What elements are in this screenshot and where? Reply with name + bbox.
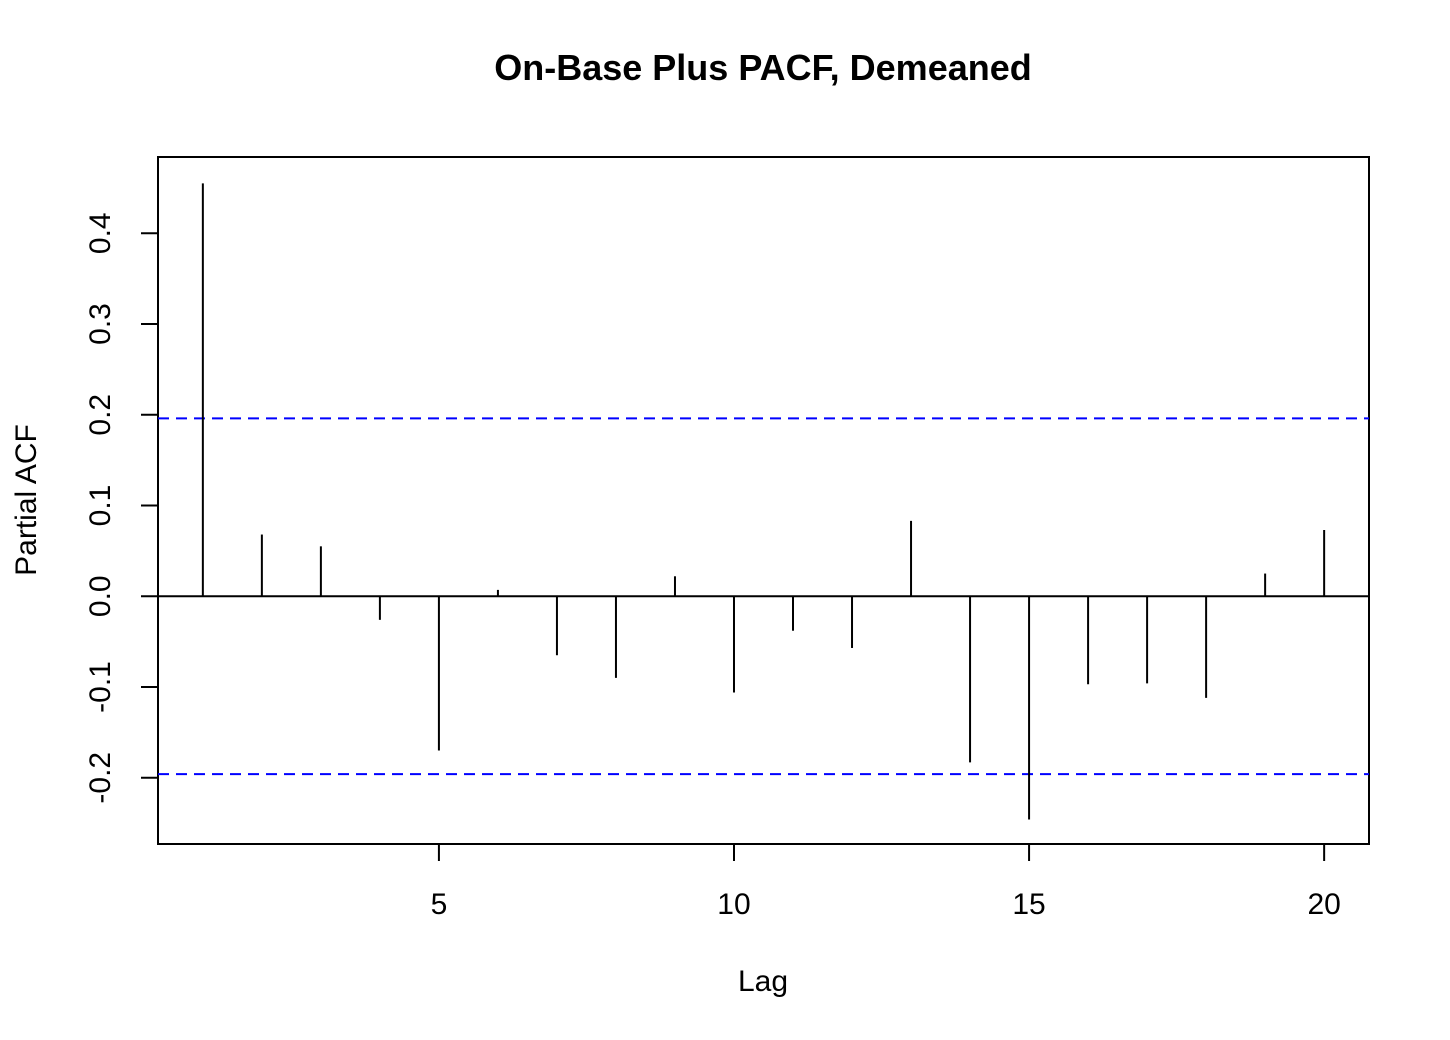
- confidence-bounds: [158, 417, 1369, 776]
- y-tick-label-0.2: 0.2: [84, 394, 117, 436]
- y-tick-label--0.2: -0.2: [84, 752, 117, 804]
- y-axis: -0.2 -0.1 0.0 0.1 0.2 0.3 0.4: [84, 212, 158, 804]
- x-tick-label-20: 20: [1307, 888, 1340, 921]
- x-tick-label-5: 5: [431, 888, 448, 921]
- pacf-bars: [201, 183, 1326, 820]
- y-tick-label-0.1: 0.1: [84, 485, 117, 527]
- x-tick-label-15: 15: [1012, 888, 1045, 921]
- x-tick-label-10: 10: [717, 888, 750, 921]
- x-axis: 5 10 15 20: [431, 844, 1341, 921]
- y-tick-label-0.3: 0.3: [84, 303, 117, 345]
- y-tick-label-0.0: 0.0: [84, 575, 117, 617]
- y-tick-label-0.4: 0.4: [84, 212, 117, 254]
- plot-frame: [157, 156, 1370, 845]
- y-tick-label--0.1: -0.1: [84, 661, 117, 713]
- y-axis-label: Partial ACF: [10, 424, 43, 576]
- chart-title: On-Base Plus PACF, Demeaned: [494, 47, 1032, 88]
- x-axis-label: Lag: [738, 965, 788, 998]
